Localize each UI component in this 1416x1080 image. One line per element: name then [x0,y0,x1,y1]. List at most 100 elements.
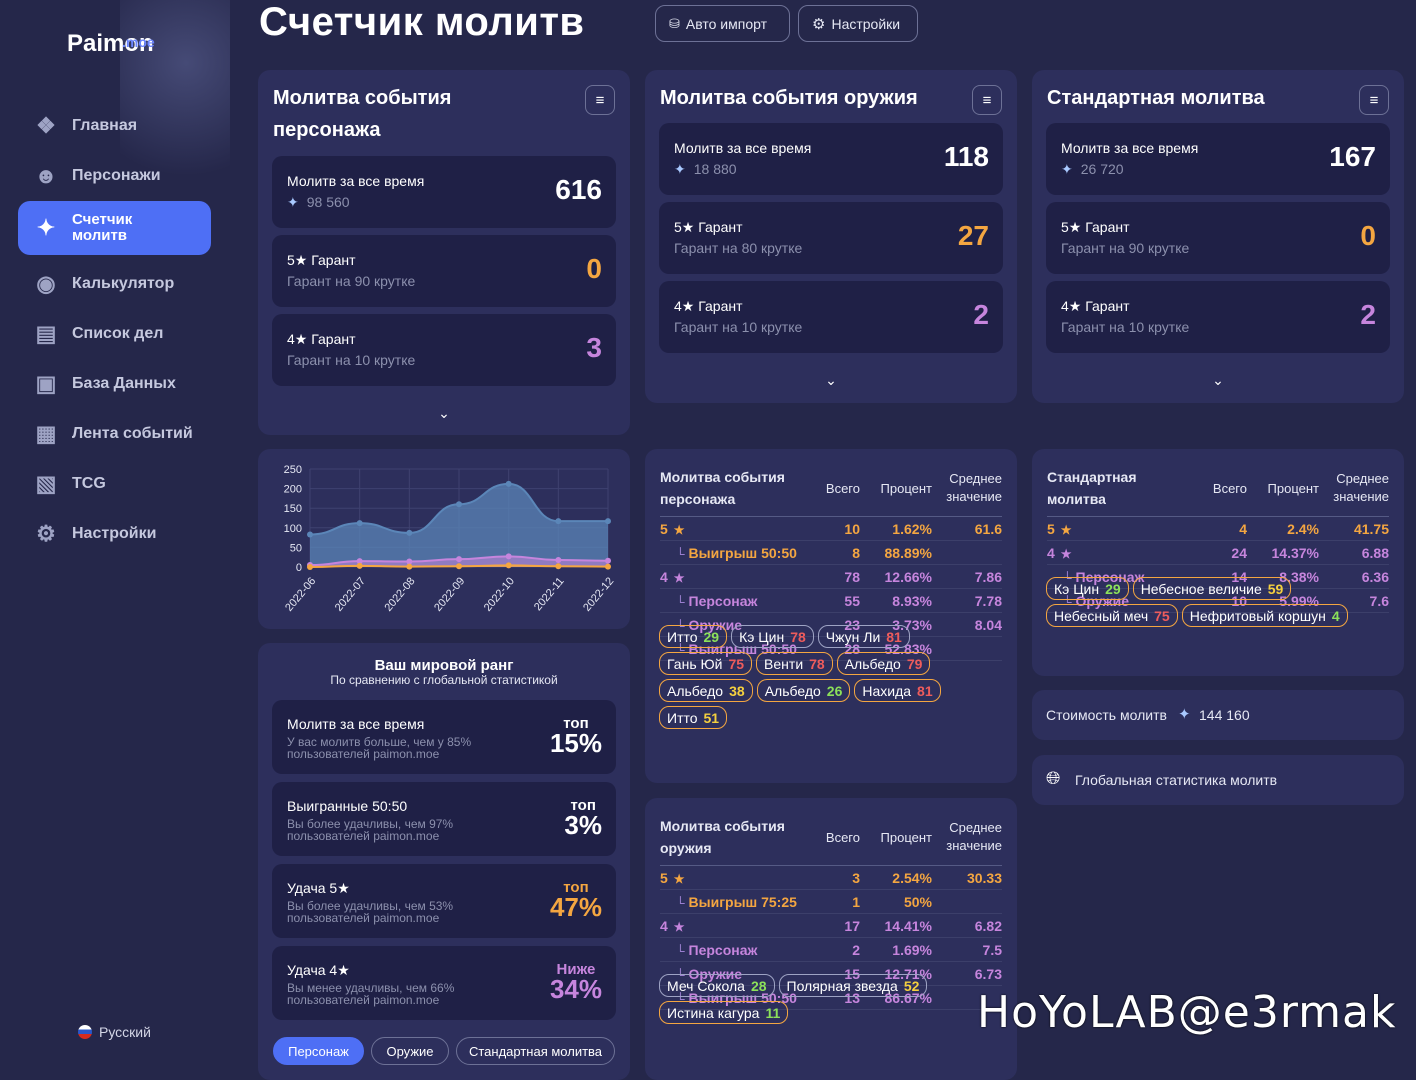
menu-button[interactable]: ≡ [972,85,1002,115]
rank-top: Ниже 34% [550,961,602,1002]
series-point-2 [456,563,462,570]
stat-label: Молитв за все время [287,173,425,189]
sidebar-item-6[interactable]: ▦ Лента событий [18,409,211,459]
language-selector[interactable]: Русский [78,1024,151,1040]
chevron-down-icon[interactable]: ⌄ [438,405,450,421]
rank-label: Молитв за все время [287,716,425,732]
pull-chip[interactable]: Венти 78 [756,652,833,675]
sidebar-item-0[interactable]: ❖ Главная [18,101,211,151]
row-label: └ Персонаж [660,588,808,613]
pull-chip[interactable]: Альбедо 38 [659,679,753,702]
sidebar-item-3[interactable]: ◉ Калькулятор [18,259,211,309]
settings-button[interactable]: ⚙ Настройки [798,5,918,42]
menu-button[interactable]: ≡ [585,85,615,115]
primogem-icon: ✦ [674,161,686,177]
rank-top-label: Ниже [556,961,596,978]
row-label-text: Оружие [688,616,743,633]
sidebar-item-7[interactable]: ▧ TCG [18,459,211,509]
chevron-down-icon[interactable]: ⌄ [825,372,837,388]
tab-standard[interactable]: Стандартная молитва [456,1037,615,1065]
x-tick-label: 2022-12 [581,575,616,614]
pull-chip[interactable]: Альбедо 79 [836,652,931,675]
stat-sub-text: 18 880 [693,161,737,177]
row-percent: 12.66% [860,564,932,589]
stat-value: 0 [586,253,602,284]
rank-desc-line: пользователей paimon.moe [287,993,440,1007]
pull-chip[interactable]: Небесный меч 75 [1046,604,1178,627]
auto-import-button[interactable]: ⛁ Авто импорт [655,5,790,42]
stat-sub: ✦ 18 880 [674,161,737,178]
rank-item: Молитв за все время У вас молитв больше, … [272,700,616,774]
banner-title: Молитва события персонажа [273,82,451,146]
table-row: └ Персонаж 55 8.93% 7.78 [660,588,1002,613]
hamburger-icon: ≡ [982,91,992,109]
global-stats-label: Глобальная статистика молитв [1075,772,1278,788]
pull-chip[interactable]: Итто 51 [659,706,728,729]
row-percent: 8.38% [1247,564,1319,589]
tab-weapon[interactable]: Оружие [371,1037,449,1065]
rank-top-label: топ [570,797,596,814]
cost-label: Стоимость молитв [1046,707,1167,723]
y-tick-label: 100 [284,523,302,535]
rank-desc-line: Вы более удачливы, чем 53% [287,899,454,913]
rank-top-label: топ [563,879,589,896]
stat-sub: ✦ 26 720 [1061,161,1124,178]
chip-pity: 11 [765,1004,781,1021]
table-header: Стандартная молитва Всего Процент Среднее зн… [1047,463,1389,517]
x-tick-label: 2022-09 [432,575,467,614]
row-label-text: 5 [660,869,668,886]
stat-sub: Гарант на 10 крутке [674,319,802,335]
chip-pity: 75 [1154,607,1170,624]
pull-chip[interactable]: Гань Юй 75 [659,652,753,675]
y-tick-label: 150 [284,503,302,515]
series-point-2 [505,562,512,569]
col-avg-line: значение [946,489,1002,504]
series-point-1 [605,557,611,564]
pull-chip[interactable]: Истина кагура 11 [659,1001,789,1024]
gear-icon: ⚙ [36,521,56,546]
timeline-icon: ▦ [35,421,57,446]
pull-chip[interactable]: Нефритовый коршун 4 [1181,604,1348,627]
table-title: Молитва события персонажа [660,463,808,517]
pull-chip[interactable]: Чжун Ли 81 [817,625,910,648]
col-avg-line: Среднее [1336,471,1389,486]
sidebar-item-1[interactable]: ☻ Персонажи [18,151,211,201]
sidebar-item-4[interactable]: ▤ Список дел [18,309,211,359]
sidebar-item-2[interactable]: ✦ Счетчик молитв [18,201,211,255]
row-label: └ Оружие [660,612,808,637]
global-stats-link[interactable]: 🌐︎ Глобальная статистика молитв [1032,755,1404,805]
row-avg: 7.86 [932,564,1002,589]
chip-pity: 59 [1267,580,1284,597]
tab-character[interactable]: Персонаж [273,1037,364,1065]
pull-chip[interactable]: Кэ Цин 78 [731,625,814,648]
row-total: 1 [808,889,860,914]
col-total: Всего [1195,463,1247,517]
sidebar-item-8[interactable]: ⚙ Настройки [18,509,211,559]
series-point-2 [605,563,611,570]
pull-chip[interactable]: Полярная звезда 52 [778,974,928,997]
rank-label: Удача 4★ [287,962,350,978]
banner-card-2: Стандартная молитва ≡ Молитв за все время ✦… [1032,70,1404,403]
row-percent: 52.83% [860,636,932,661]
series-point-1 [406,558,413,565]
stat-value: 27 [957,220,989,251]
menu-button[interactable]: ≡ [1359,85,1389,115]
row-avg: 6.88 [1319,540,1389,565]
pull-chip[interactable]: Кэ Цин 29 [1046,577,1129,600]
pull-chip[interactable]: Меч Сокола 28 [659,974,775,997]
pull-chip[interactable]: Альбедо 26 [756,679,851,702]
series-point-2 [555,563,562,570]
star-icon: ★ [673,522,685,537]
chip-pity: 52 [903,977,920,994]
logo[interactable]: Paimon [67,30,154,57]
table-header: Молитва события персонажа Всего Процент Сред… [660,463,1002,517]
pull-chip[interactable]: Нахида 81 [854,679,941,702]
table-title: Стандартная молитва [1047,463,1195,517]
sidebar-item-5[interactable]: ▣ База Данных [18,359,211,409]
pull-chip[interactable]: Небесное величие 59 [1132,577,1292,600]
sidebar-item-label: Список дел [72,325,164,342]
star-icon: ★ [673,570,685,585]
chevron-down-icon[interactable]: ⌄ [1212,372,1224,388]
pull-chip[interactable]: Итто 29 [659,625,728,648]
weapon-stats-table: Молитва события оружия Всего Процент Среднее… [660,812,1002,1010]
